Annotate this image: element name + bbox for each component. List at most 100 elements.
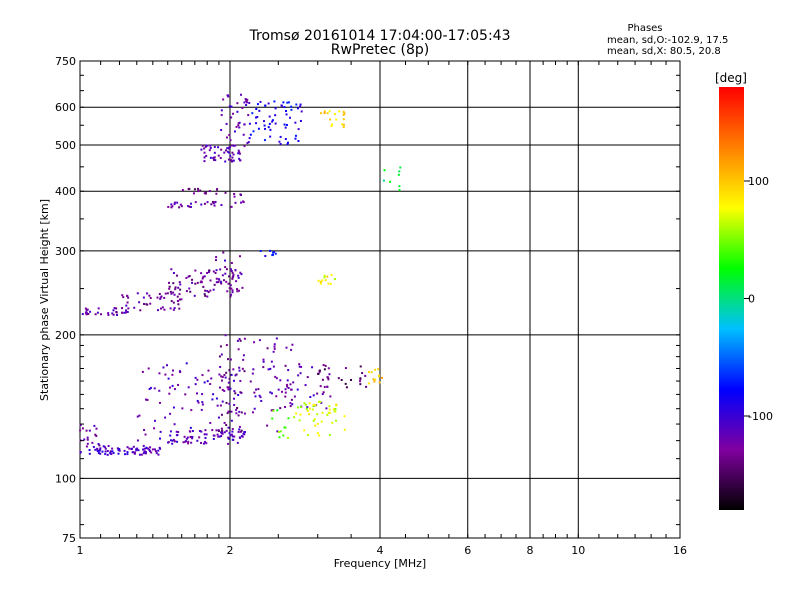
x-tick-label-10: 10 — [571, 544, 585, 557]
data-point — [225, 268, 228, 271]
data-point — [373, 380, 376, 383]
data-point — [251, 112, 254, 115]
data-point — [159, 297, 162, 300]
data-point — [255, 107, 258, 110]
data-point — [316, 432, 319, 435]
data-point — [86, 308, 89, 311]
data-point — [241, 367, 244, 370]
data-point — [236, 290, 239, 293]
data-point — [327, 367, 330, 370]
data-point — [271, 417, 274, 420]
data-point — [280, 104, 283, 107]
data-point — [359, 365, 362, 368]
data-point — [251, 372, 254, 375]
data-point — [306, 406, 309, 409]
data-point — [150, 451, 153, 454]
data-point — [266, 424, 269, 427]
data-point — [167, 441, 170, 444]
data-point — [262, 358, 265, 361]
data-point — [91, 441, 94, 444]
data-point — [328, 411, 331, 414]
data-point — [343, 415, 346, 418]
data-point — [325, 407, 328, 410]
data-point — [330, 273, 333, 276]
data-point — [202, 275, 205, 278]
data-point — [300, 365, 303, 368]
data-point — [185, 276, 188, 279]
data-point — [215, 192, 218, 195]
data-point — [223, 389, 226, 392]
data-point — [138, 453, 141, 456]
data-point — [232, 273, 235, 276]
data-point — [249, 380, 252, 383]
data-point — [224, 272, 227, 275]
data-point — [378, 381, 381, 384]
data-point — [335, 419, 338, 422]
data-point — [213, 204, 216, 207]
data-point — [272, 365, 275, 368]
data-point — [88, 452, 91, 455]
data-point — [164, 416, 167, 419]
data-point — [135, 448, 138, 451]
data-point — [121, 294, 124, 297]
data-point — [183, 435, 186, 438]
data-point — [221, 388, 224, 391]
data-point — [143, 302, 146, 305]
data-point — [263, 120, 266, 123]
data-point — [107, 312, 110, 315]
colorbar-tick-label--100: -100 — [748, 410, 773, 423]
data-point — [333, 410, 336, 413]
data-point — [176, 274, 179, 277]
data-point — [323, 276, 326, 279]
data-point — [126, 451, 129, 454]
data-point — [312, 419, 315, 422]
data-point — [203, 192, 206, 195]
data-point — [230, 293, 233, 296]
data-point — [303, 402, 306, 405]
data-point — [194, 282, 197, 285]
data-point — [86, 442, 89, 445]
data-point — [324, 279, 327, 282]
data-point — [245, 104, 248, 107]
data-point — [334, 278, 337, 281]
data-point — [81, 427, 84, 430]
data-point — [157, 453, 160, 456]
data-point — [341, 123, 344, 126]
data-point — [144, 451, 147, 454]
data-point — [164, 373, 167, 376]
data-point — [228, 158, 231, 161]
data-point — [186, 436, 189, 439]
data-point — [256, 116, 259, 119]
data-point — [107, 445, 110, 448]
data-point — [101, 450, 104, 453]
data-point — [334, 408, 337, 411]
data-point — [308, 413, 311, 416]
data-point — [146, 292, 149, 295]
data-point — [103, 446, 106, 449]
data-point — [287, 369, 290, 372]
data-point — [319, 280, 322, 283]
data-point — [215, 429, 218, 432]
data-point — [272, 409, 275, 412]
data-point — [219, 386, 222, 389]
data-point — [227, 94, 230, 97]
data-point — [213, 283, 216, 286]
data-point — [139, 309, 142, 312]
data-point — [284, 138, 287, 141]
data-point — [169, 290, 172, 293]
data-point — [194, 383, 197, 386]
data-point — [227, 410, 230, 413]
colorbar-ticks: 100 0 -100 — [744, 175, 773, 423]
data-point — [169, 386, 172, 389]
data-point — [227, 147, 230, 150]
data-point — [296, 107, 299, 110]
data-point — [263, 139, 266, 142]
data-point — [215, 277, 218, 280]
data-point — [220, 413, 223, 416]
data-point — [193, 188, 196, 191]
data-point — [291, 343, 294, 346]
data-point — [276, 430, 279, 433]
data-point — [222, 251, 225, 254]
data-point — [84, 307, 87, 310]
data-point — [298, 365, 301, 368]
